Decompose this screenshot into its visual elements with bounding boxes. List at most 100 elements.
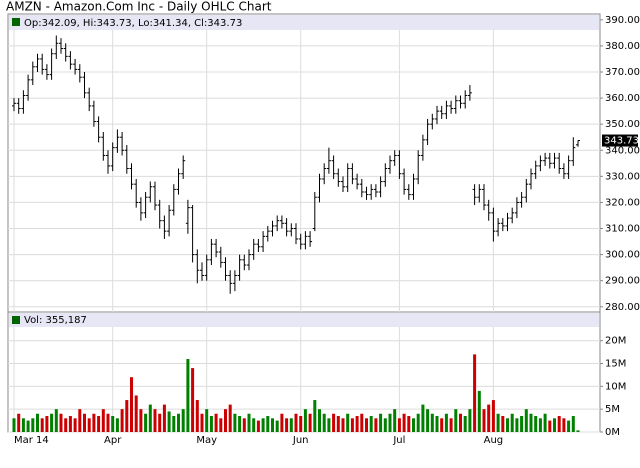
volume-bar [520,416,524,432]
x-tick-label: Jun [292,435,309,446]
ohlc-bar [68,51,73,70]
ohlc-bar [392,150,397,166]
ohlc-bar [308,231,313,247]
ohlc-bar [500,218,505,232]
volume-bar [303,409,307,432]
ohlc-bar [35,53,40,72]
ohlc-bar [49,48,54,80]
ohlc-bar [519,192,524,208]
volume-bar [54,409,58,432]
ohlc-bar [200,262,204,281]
volume-bar [454,409,458,432]
ohlc-bar [547,152,552,169]
ohlc-bar [312,192,317,232]
volume-bar [148,404,152,432]
volume-bar [191,368,195,432]
volume-label: Vol: 355,187 [24,315,87,326]
volume-bar [266,416,270,432]
volume-bar [261,418,265,432]
ohlc-bar [514,197,519,219]
y-tick-label: 0M [605,427,620,438]
volume-bar [271,418,274,432]
volume-bar [553,418,556,432]
volume-bar [285,418,289,432]
volume-bar [280,413,284,432]
volume-bar [524,409,528,432]
volume-bar [318,409,321,432]
ohlc-bar [185,199,190,234]
y-tick-label: 5M [605,404,620,415]
volume-bar [45,416,49,432]
ohlc-bar [420,134,425,161]
ohlc-bar [228,270,233,294]
volume-bar [167,411,171,432]
ohlc-bar [143,192,148,219]
ohlc-bar [181,155,186,179]
ohlc-bar [472,184,477,206]
volume-bar [73,418,77,432]
volume-bar [87,418,91,432]
volume-bar [576,430,580,432]
volume-bar [21,418,25,432]
y-tick-label: 340.00 [605,145,640,156]
y-tick-label: 10M [605,381,626,392]
ohlc-bar [491,207,496,242]
ohlc-bar [388,155,392,174]
ohlc-bar [341,176,345,192]
volume-bar [430,413,434,432]
volume-bar [172,416,176,432]
volume-bar [139,409,143,432]
volume-bar [426,409,430,432]
last-price-tag [602,134,638,147]
volume-bar [209,416,213,432]
ohlc-bar [134,178,139,208]
volume-bar [36,413,39,432]
ohlc-bar [294,223,298,245]
header-marker [12,18,20,26]
ohlc-bar [345,163,350,192]
ohlc-bar [317,173,322,203]
ohlc-bar [477,184,482,203]
ohlc-bar [153,181,157,211]
y-tick-label: 370.00 [605,67,640,78]
ohlc-bar [63,43,68,62]
ohlc-bar [435,105,439,125]
volume-bar [31,418,35,432]
ohlc-bar [439,105,444,119]
ohlc-bar [237,254,242,281]
ohlc-bar [209,238,214,266]
ohlc-bar [561,163,566,179]
ohlc-bar [129,163,134,190]
volume-bar [473,354,477,432]
ohlc-bar [505,212,510,232]
volume-bar [355,416,359,432]
volume-bar [120,409,124,432]
ohlc-bar [486,199,491,221]
ohlc-bar [59,38,63,54]
y-tick-label: 300.00 [605,250,640,261]
volume-bar [388,413,392,432]
ohlc-bar [463,90,468,109]
volume-bar [407,416,411,432]
ohlc-bar [444,100,449,119]
volume-bar [195,400,199,432]
volume-bar [200,413,204,432]
ohlc-bar [425,118,430,146]
ohlc-bar [364,186,369,200]
volume-bar [350,418,354,432]
volume-bar [529,413,533,432]
ohlc-bar [54,35,59,59]
ohlc-bar [350,163,355,185]
ohlc-bar [458,95,463,109]
volume-bar [440,418,444,432]
volume-bar [158,413,162,432]
volume-bar [313,400,317,432]
volume-bar [491,400,495,432]
volume-bar [238,416,242,432]
price-header [9,15,599,30]
ohlc-bar [467,85,472,101]
ohlc-bar [496,218,501,237]
ohlc-bar [453,95,458,114]
ohlc-bar [171,184,176,216]
volume-bar [346,413,350,432]
